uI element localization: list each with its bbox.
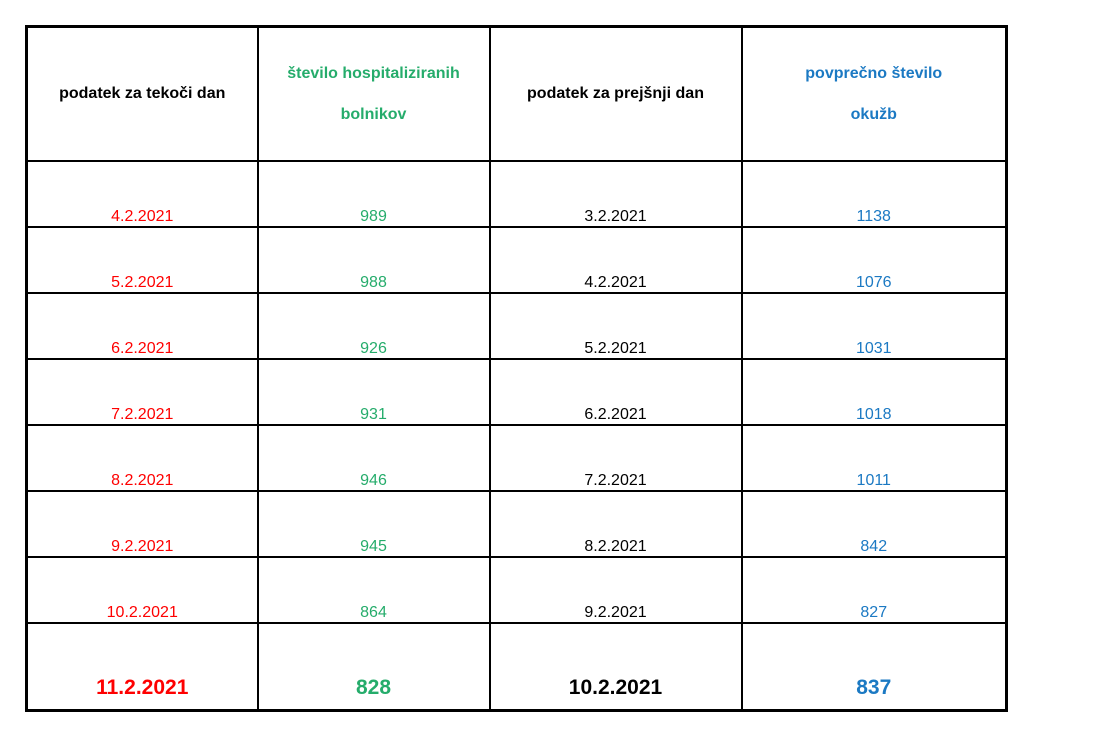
header-previous-day-label: podatek za prejšnji dan xyxy=(527,85,704,103)
table-row: 11.2.2021 828 10.2.2021 837 xyxy=(25,622,1008,712)
table-row: 10.2.2021 864 9.2.2021 827 xyxy=(25,556,1008,624)
header-avg-infections: povprečno število okužb xyxy=(740,25,1008,162)
cell-current-date: 5.2.2021 xyxy=(25,226,259,294)
cell-avg-infections: 1076 xyxy=(740,226,1008,294)
table-row: 4.2.2021 989 3.2.2021 1138 xyxy=(25,160,1008,228)
header-row: podatek za tekoči dan število hospitaliz… xyxy=(25,25,1008,162)
table-header: podatek za tekoči dan število hospitaliz… xyxy=(25,25,1008,162)
cell-avg-infections: 1018 xyxy=(740,358,1008,426)
header-previous-day: podatek za prejšnji dan xyxy=(488,25,743,162)
header-hospitalized: število hospitaliziranih bolnikov xyxy=(256,25,491,162)
cell-hospitalized-count: 946 xyxy=(256,424,491,492)
cell-avg-infections: 842 xyxy=(740,490,1008,558)
cell-avg-infections: 1011 xyxy=(740,424,1008,492)
cell-previous-date: 7.2.2021 xyxy=(488,424,743,492)
table-row: 9.2.2021 945 8.2.2021 842 xyxy=(25,490,1008,558)
header-hospitalized-label-line1: število hospitaliziranih xyxy=(287,64,460,82)
table-row: 8.2.2021 946 7.2.2021 1011 xyxy=(25,424,1008,492)
cell-previous-date: 10.2.2021 xyxy=(488,622,743,712)
document-page: podatek za tekoči dan število hospitaliz… xyxy=(25,25,1008,712)
cell-hospitalized-count: 988 xyxy=(256,226,491,294)
cell-previous-date: 4.2.2021 xyxy=(488,226,743,294)
cell-previous-date: 5.2.2021 xyxy=(488,292,743,360)
header-current-day: podatek za tekoči dan xyxy=(25,25,259,162)
cell-current-date: 9.2.2021 xyxy=(25,490,259,558)
cell-avg-infections: 837 xyxy=(740,622,1008,712)
cell-avg-infections: 827 xyxy=(740,556,1008,624)
cell-previous-date: 9.2.2021 xyxy=(488,556,743,624)
cell-current-date: 6.2.2021 xyxy=(25,292,259,360)
cell-hospitalized-count: 864 xyxy=(256,556,491,624)
header-hospitalized-label-line2: bolnikov xyxy=(340,106,407,123)
cell-current-date: 8.2.2021 xyxy=(25,424,259,492)
cell-avg-infections: 1138 xyxy=(740,160,1008,228)
table-row: 5.2.2021 988 4.2.2021 1076 xyxy=(25,226,1008,294)
cell-current-date: 7.2.2021 xyxy=(25,358,259,426)
header-avg-infections-label-line2: okužb xyxy=(850,106,897,123)
header-current-day-label: podatek za tekoči dan xyxy=(59,85,226,103)
cell-hospitalized-count: 931 xyxy=(256,358,491,426)
covid-data-table: podatek za tekoči dan število hospitaliz… xyxy=(25,25,1008,712)
header-avg-infections-label-line1: povprečno število xyxy=(805,64,943,82)
cell-current-date: 10.2.2021 xyxy=(25,556,259,624)
cell-hospitalized-count: 926 xyxy=(256,292,491,360)
table-row: 7.2.2021 931 6.2.2021 1018 xyxy=(25,358,1008,426)
cell-hospitalized-count: 989 xyxy=(256,160,491,228)
cell-previous-date: 8.2.2021 xyxy=(488,490,743,558)
covid-table-body: 4.2.2021 989 3.2.2021 1138 5.2.2021 988 4.2.20… xyxy=(25,160,1008,712)
cell-current-date: 11.2.2021 xyxy=(25,622,259,712)
table-row: 6.2.2021 926 5.2.2021 1031 xyxy=(25,292,1008,360)
cell-previous-date: 3.2.2021 xyxy=(488,160,743,228)
cell-hospitalized-count: 945 xyxy=(256,490,491,558)
cell-previous-date: 6.2.2021 xyxy=(488,358,743,426)
cell-avg-infections: 1031 xyxy=(740,292,1008,360)
cell-current-date: 4.2.2021 xyxy=(25,160,259,228)
cell-hospitalized-count: 828 xyxy=(256,622,491,712)
